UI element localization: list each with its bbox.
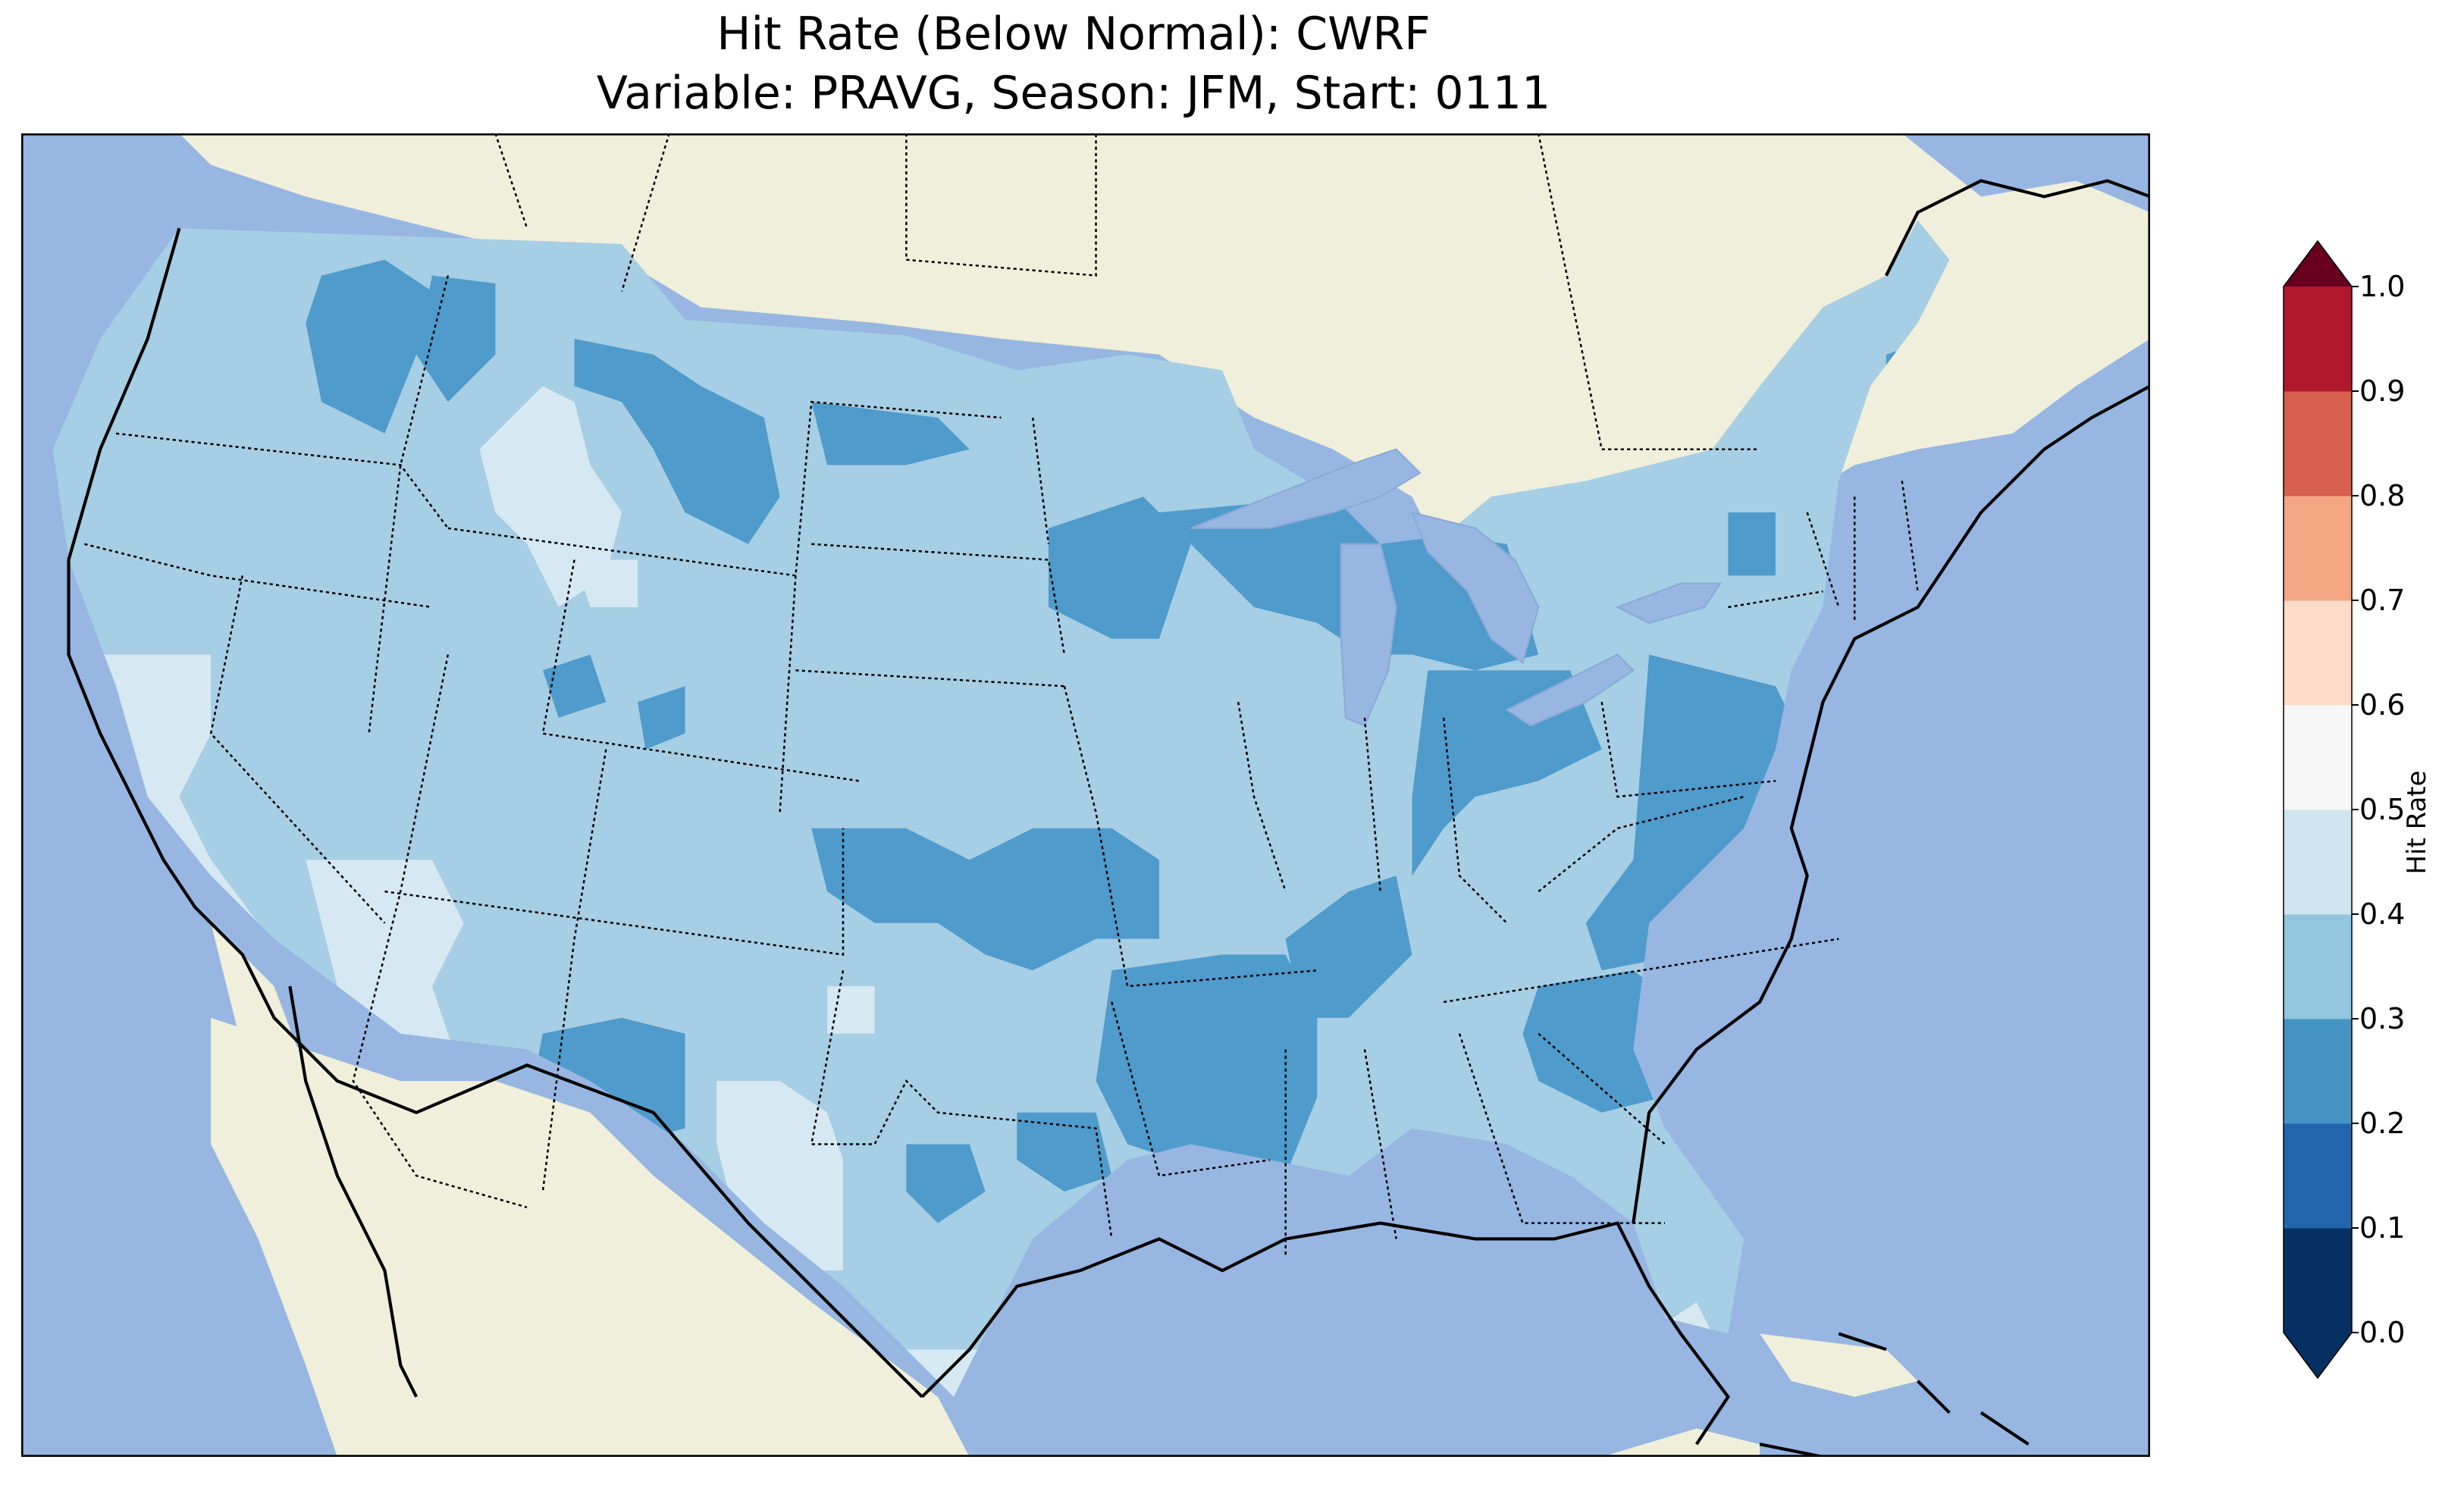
colorbar-tick-label: 0.4 bbox=[2359, 897, 2406, 931]
colorbar-tick-mark bbox=[2352, 286, 2359, 287]
colorbar-level-0.5-0.6 bbox=[2284, 705, 2352, 810]
caribbean-land bbox=[1601, 1333, 1918, 1457]
gulf-coast bbox=[920, 1221, 1730, 1445]
bahamas-islands bbox=[1759, 1332, 2030, 1457]
chart-subtitle: Variable: PRAVG, Season: JFM, Start: 011… bbox=[596, 67, 1551, 120]
coastlines bbox=[67, 179, 2150, 1457]
colorbar-level-0.6-0.7 bbox=[2284, 600, 2352, 706]
colorbar-tick-label: 0.6 bbox=[2359, 688, 2406, 722]
baja-coast bbox=[288, 985, 419, 1398]
colorbar-level-0.1-0.2 bbox=[2284, 1123, 2352, 1229]
colorbar-tick-mark bbox=[2352, 913, 2359, 915]
colorbar-tick-mark bbox=[2352, 495, 2359, 496]
colorbar-tick-mark bbox=[2352, 1018, 2359, 1019]
canada-east-coast bbox=[1885, 179, 2150, 277]
lake-erie bbox=[1505, 653, 1635, 727]
map-frame bbox=[21, 133, 2150, 1457]
lake-ontario bbox=[1615, 582, 1722, 625]
colorbar-tick-label: 0.0 bbox=[2359, 1316, 2406, 1349]
colorbar-tick-mark bbox=[2352, 1332, 2359, 1333]
colorbar-extend-over bbox=[2284, 241, 2352, 287]
colorbar-tick-mark bbox=[2352, 390, 2359, 392]
us-west-coast bbox=[67, 227, 923, 1398]
colorbar: 0.0 0.1 0.2 0.3 0.4 0.5 0.6 0.7 0.8 0.9 1.0 Hit Ra… bbox=[2274, 240, 2464, 1380]
colorbar-tick-label: 0.1 bbox=[2359, 1211, 2406, 1245]
chart-title: Hit Rate (Below Normal): CWRF bbox=[716, 8, 1431, 61]
baja-peninsula bbox=[211, 922, 417, 1397]
colorbar-tick-label: 0.8 bbox=[2359, 479, 2406, 512]
colorbar-level-0.2-0.3 bbox=[2284, 1019, 2352, 1124]
colorbar-tick-label: 0.3 bbox=[2359, 1002, 2406, 1035]
colorbar-tick-mark bbox=[2352, 809, 2359, 810]
colorbar-level-0.9-1.0 bbox=[2284, 287, 2352, 392]
colorbar-tick-label: 1.0 bbox=[2359, 270, 2406, 303]
colorbar-tick-label: 0.5 bbox=[2359, 793, 2406, 826]
colorbar-label: Hit Rate bbox=[2402, 770, 2432, 875]
colorbar-bar bbox=[2283, 240, 2353, 1380]
atlantic-coast bbox=[1632, 384, 2150, 1223]
colorbar-tick-mark bbox=[2352, 1123, 2359, 1124]
colorbar-extend-under bbox=[2284, 1333, 2352, 1378]
colorbar-tick-mark bbox=[2352, 1227, 2359, 1229]
lakes bbox=[1190, 448, 1722, 727]
lake-michigan bbox=[1340, 543, 1397, 727]
colorbar-tick-label: 0.7 bbox=[2359, 584, 2406, 617]
colorbar-tick-label: 0.2 bbox=[2359, 1107, 2406, 1140]
state-borders bbox=[84, 133, 1919, 1255]
hit-rate-map bbox=[21, 133, 2150, 1457]
lake-huron bbox=[1410, 511, 1540, 664]
lake-superior bbox=[1190, 448, 1422, 529]
colorbar-level-0.4-0.5 bbox=[2284, 810, 2352, 915]
colorbar-tick-label: 0.9 bbox=[2359, 374, 2406, 408]
colorbar-level-0.7-0.8 bbox=[2284, 496, 2352, 601]
colorbar-level-0.0-0.1 bbox=[2284, 1228, 2352, 1333]
colorbar-level-0.3-0.4 bbox=[2284, 914, 2352, 1019]
colorbar-tick-mark bbox=[2352, 600, 2359, 601]
colorbar-level-0.8-0.9 bbox=[2284, 391, 2352, 496]
colorbar-tick-mark bbox=[2352, 704, 2359, 706]
